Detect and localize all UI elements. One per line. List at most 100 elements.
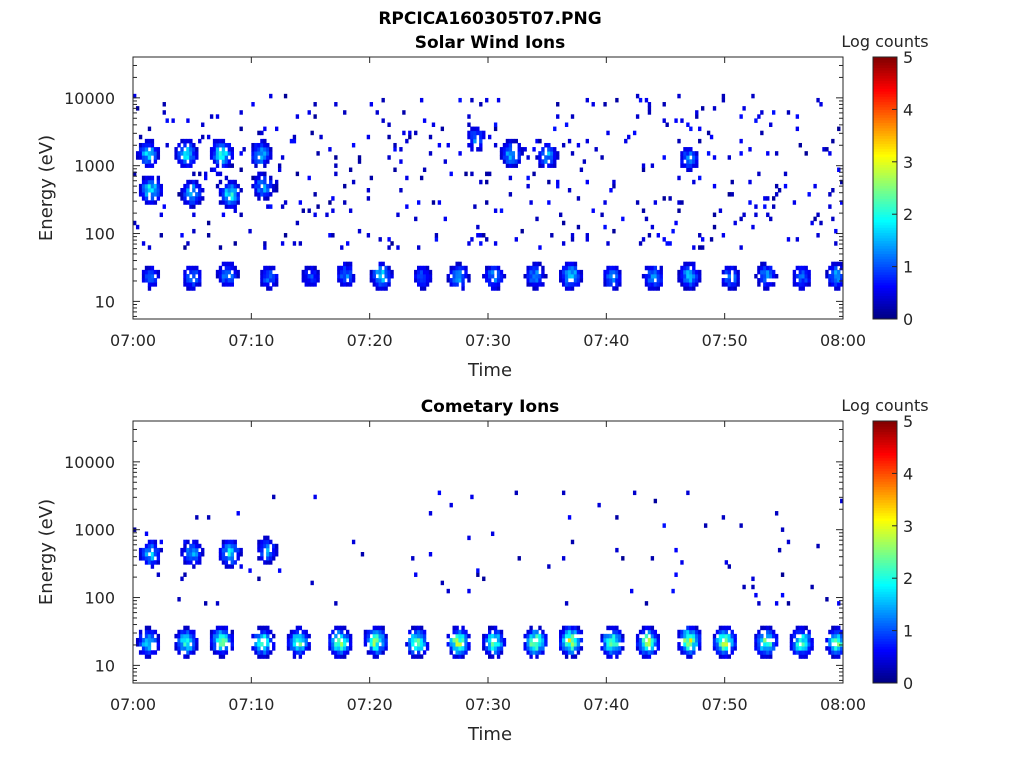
heatmap-cell [218,138,223,144]
heatmap-cell [650,637,655,643]
colorbar-swatch [873,654,897,658]
heatmap-cell [804,625,808,631]
heatmap-cell [257,130,261,136]
heatmap-cell [239,547,243,553]
heatmap-cell [490,531,495,537]
heatmap-cell [301,629,305,635]
heatmap-cell [263,138,267,144]
heatmap-cell [275,547,279,553]
heatmap-cell [218,552,223,557]
heatmap-cell [351,179,356,185]
colorbar-tick-label: 3 [903,153,913,172]
heatmap-cell [493,646,498,651]
heatmap-cell [387,122,391,127]
heatmap-cell [635,200,640,205]
colorbar-swatch [873,188,897,192]
heatmap-cell [192,159,196,164]
heatmap-cell [218,245,223,250]
heatmap-cell [260,278,264,283]
colorbar-swatch [873,174,897,179]
heatmap-cell [795,114,800,119]
heatmap-cell [718,637,723,643]
heatmap-cell [721,629,726,635]
heatmap-cell [307,642,311,647]
heatmap-cell [156,151,161,156]
heatmap-cell [153,282,158,287]
heatmap-cell [419,97,424,103]
heatmap-cell [529,278,533,283]
colorbar-swatch [873,284,897,289]
heatmap-cell [343,269,347,275]
heatmap-cell [786,110,791,115]
heatmap-cell [428,134,433,140]
heatmap-cell [573,265,578,271]
heatmap-cell [266,278,270,283]
heatmap-cell [760,654,764,659]
heatmap-cell [440,580,445,586]
heatmap-cell [452,273,456,279]
heatmap-cell [192,151,196,156]
heatmap-cell [141,183,146,189]
heatmap-cell [189,543,193,549]
heatmap-cell [272,265,276,271]
heatmap-cell [192,188,196,193]
heatmap-cell [834,282,838,287]
heatmap-cell [535,269,539,275]
heatmap-cell [653,200,658,205]
heatmap-cell [736,269,740,275]
heatmap-cell [150,179,155,185]
heatmap-cell [233,196,237,201]
colorbar-swatch [873,219,897,223]
heatmap-cell [215,163,220,168]
heatmap-cell [576,282,581,287]
heatmap-cell [567,269,572,275]
heatmap-cell [635,646,640,651]
heatmap-cell [280,241,285,246]
heatmap-cell [141,159,146,164]
heatmap-cell [609,269,613,275]
heatmap-cell [446,273,450,279]
heatmap-cell [390,241,394,246]
heatmap-cell [209,114,214,119]
heatmap-cell [254,646,258,651]
heatmap-cell [798,278,802,283]
heatmap-cell [600,212,604,218]
heatmap-cell [428,151,433,156]
heatmap-cell [550,147,554,152]
heatmap-cell [177,642,181,647]
heatmap-cell [538,155,542,160]
heatmap-cell [721,97,726,103]
heatmap-cell [792,273,797,279]
heatmap-cell [570,637,575,643]
heatmap-cell [425,646,430,651]
heatmap-cell [677,200,681,205]
heatmap-cell [567,515,572,520]
heatmap-cell [180,547,184,553]
heatmap-cell [692,637,696,643]
heatmap-cell [831,216,835,222]
heatmap-cell [141,637,146,643]
heatmap-cell [156,269,161,275]
heatmap-cell [260,159,264,164]
heatmap-cell [411,633,415,639]
colorbar-swatch [873,190,897,194]
heatmap-cell [224,269,229,275]
heatmap-cell [644,642,649,647]
heatmap-cell [547,163,551,168]
heatmap-cell [464,642,468,647]
heatmap-cell [257,642,261,647]
colorbar-swatch [873,57,897,61]
heatmap-cell [224,265,229,271]
heatmap-cell [334,601,338,606]
colorbar-swatch [873,494,897,498]
colorbar-swatch [873,502,897,506]
heatmap-cell [692,646,696,651]
heatmap-cell [224,650,229,655]
heatmap-cell [233,192,237,197]
heatmap-cell [417,625,421,631]
heatmap-cell [343,278,347,283]
heatmap-cell [313,494,317,500]
heatmap-cell [452,637,456,643]
heatmap-cell [541,642,545,647]
heatmap-cell [183,539,187,545]
